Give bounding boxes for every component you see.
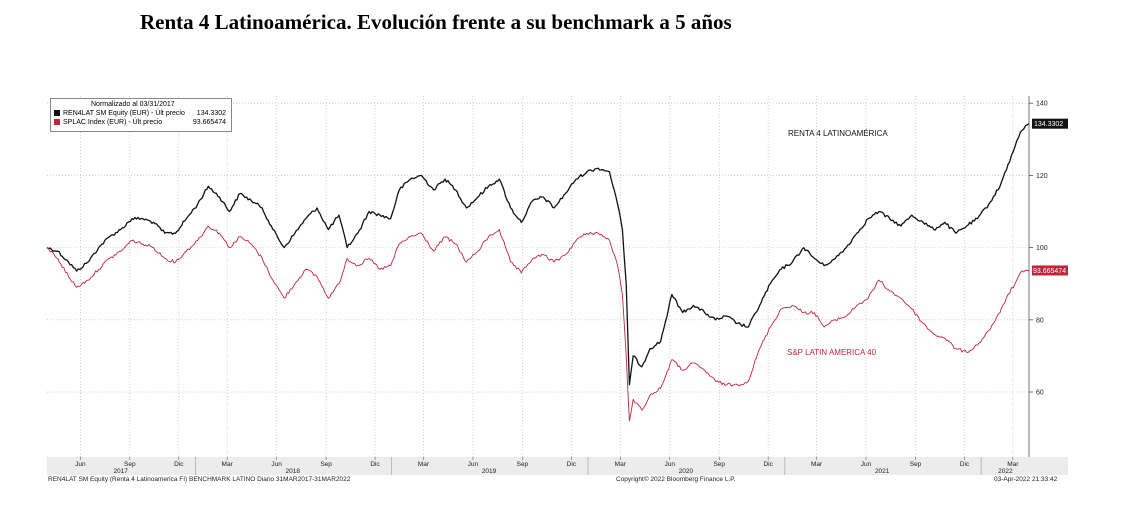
x-tick-label: Jun: [861, 461, 872, 468]
y-axis: 60 80 100 120 140: [1029, 101, 1048, 397]
last-value-tag-fund: 134.3302: [1032, 118, 1068, 129]
footer-copyright: Copyright© 2022 Bloomberg Finance L.P.: [616, 476, 736, 483]
x-tick-label: Sep: [320, 461, 332, 468]
bench-annotation: S&P LATIN AMERICA 40: [787, 348, 877, 357]
legend-swatch-fund: [54, 110, 60, 117]
footer-source: REN4LAT SM Equity (Renta 4 Latinoamerica…: [48, 476, 351, 483]
x-year-label: 2018: [286, 468, 301, 475]
x-tick-label: Dic: [763, 461, 773, 468]
last-value-tag-bench: 93.665474: [1032, 265, 1068, 276]
x-year-label: 2019: [482, 468, 497, 475]
x-tick-label: Dic: [370, 461, 380, 468]
x-tick-label: Dic: [174, 461, 184, 468]
x-axis-band: [47, 457, 1068, 475]
x-tick-label: Mar: [811, 461, 823, 468]
x-tick-label: Sep: [517, 461, 529, 468]
x-tick-label: Mar: [222, 461, 234, 468]
fund-annotation: RENTA 4 LATINOAMÉRICA: [788, 129, 888, 138]
y-tick-label: 80: [1036, 317, 1044, 324]
x-tick-label: Sep: [713, 461, 725, 468]
last-value-tag-fund-box: [1032, 118, 1068, 129]
last-value-tag-bench-box: [1032, 265, 1068, 276]
x-year-label: 2020: [679, 468, 694, 475]
x-year-label: 2022: [998, 468, 1013, 475]
x-tick-label: Jun: [468, 461, 479, 468]
series-layer: [46, 123, 1030, 422]
footer-timestamp: 03-Apr-2022 21:33:42: [994, 476, 1058, 483]
last-value-tag-fund-text: 134.3302: [1034, 121, 1063, 128]
series-line-fund: [46, 123, 1030, 386]
x-tick-label: Mar: [418, 461, 430, 468]
page-title: Renta 4 Latinoamérica. Evolución frente …: [140, 10, 732, 34]
legend-entry-bench: SPLAC Index (EUR) - Últ precio 93.665474: [54, 119, 228, 126]
x-tick-label: Mar: [1007, 461, 1019, 468]
x-tick-label: Dic: [567, 461, 577, 468]
chart-legend: Normalizado al 03/31/2017 REN4LAT SM Equ…: [50, 98, 232, 132]
legend-value-fund: 134.3302: [196, 110, 226, 117]
plot-area: [47, 96, 1029, 457]
last-value-tag-bench-text: 93.665474: [1033, 268, 1066, 275]
x-tick-label: Jun: [271, 461, 282, 468]
x-tick-label: Jun: [75, 461, 86, 468]
y-tick-label: 60: [1036, 390, 1044, 397]
y-tick-label: 120: [1036, 173, 1048, 180]
grid-lines: [47, 96, 1029, 457]
x-tick-label: Dic: [960, 461, 970, 468]
x-tick-label: Sep: [124, 461, 136, 468]
x-axis: Jun Sep Dic Mar Jun Sep Dic Mar Jun Sep Dic Mar Jun S…: [75, 457, 1019, 475]
legend-label-bench: SPLAC Index (EUR) - Últ precio: [63, 119, 163, 126]
legend-label-fund: REN4LAT SM Equity (EUR) - Últ precio: [63, 110, 185, 117]
legend-entry-fund: REN4LAT SM Equity (EUR) - Últ precio 134.…: [54, 110, 228, 117]
x-year-label: 2021: [875, 468, 890, 475]
x-tick-label: Sep: [910, 461, 922, 468]
legend-value-bench: 93.665474: [192, 119, 226, 126]
x-tick-label: Jun: [665, 461, 676, 468]
x-year-label: 2017: [113, 468, 128, 475]
legend-title: Normalizado al 03/31/2017: [91, 101, 175, 108]
legend-swatch-bench: [54, 119, 60, 126]
y-tick-label: 140: [1036, 101, 1048, 108]
y-tick-label: 100: [1036, 245, 1048, 252]
series-line-bench: [46, 225, 1029, 422]
x-tick-label: Mar: [615, 461, 627, 468]
